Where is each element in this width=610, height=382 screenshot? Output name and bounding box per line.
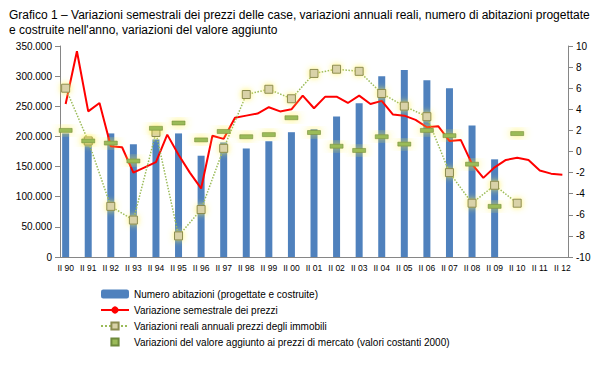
svg-text:e costruite nell'anno, variazi: e costruite nell'anno, variazioni del va…: [9, 23, 278, 37]
svg-text:-10: -10: [576, 252, 591, 263]
svg-text:II 91: II 91: [80, 263, 97, 273]
svg-text:4: 4: [576, 104, 582, 115]
svg-text:250.000: 250.000: [16, 101, 53, 112]
svg-text:II 01: II 01: [306, 263, 323, 273]
svg-text:II 02: II 02: [328, 263, 345, 273]
svg-text:Variazioni reali annuali prezz: Variazioni reali annuali prezzi degli im…: [134, 321, 327, 332]
svg-text:II 97: II 97: [215, 263, 232, 273]
svg-text:II 04: II 04: [373, 263, 390, 273]
svg-text:II 11: II 11: [532, 263, 548, 273]
svg-text:10: 10: [576, 41, 588, 52]
svg-text:II 07: II 07: [441, 263, 458, 273]
svg-text:Numero abitazioni (progettate: Numero abitazioni (progettate e costruit…: [134, 289, 318, 300]
svg-text:II 10: II 10: [509, 263, 526, 273]
svg-text:Grafico 1 – Variazioni semestr: Grafico 1 – Variazioni semestrali dei pr…: [9, 8, 593, 22]
svg-text:II 93: II 93: [125, 263, 142, 273]
svg-text:2: 2: [576, 125, 582, 136]
svg-text:II 96: II 96: [193, 263, 210, 273]
svg-text:350.000: 350.000: [16, 41, 53, 52]
svg-text:II 94: II 94: [148, 263, 165, 273]
svg-text:II 90: II 90: [57, 263, 74, 273]
svg-text:-2: -2: [576, 167, 585, 178]
svg-text:II 95: II 95: [170, 263, 187, 273]
svg-text:100.000: 100.000: [16, 191, 53, 202]
svg-text:II 08: II 08: [464, 263, 481, 273]
svg-text:-6: -6: [576, 209, 585, 220]
svg-text:8: 8: [576, 62, 582, 73]
svg-text:II 00: II 00: [283, 263, 300, 273]
svg-text:-4: -4: [576, 188, 585, 199]
svg-text:II 12: II 12: [554, 263, 571, 273]
svg-text:II 03: II 03: [351, 263, 368, 273]
svg-text:300.000: 300.000: [16, 71, 53, 82]
svg-text:Variazioni del valore aggiunto: Variazioni del valore aggiunto ai prezzi…: [134, 337, 450, 348]
svg-text:Variazione semestrale dei prez: Variazione semestrale dei prezzi: [134, 305, 278, 316]
svg-text:0: 0: [576, 146, 582, 157]
svg-text:II 05: II 05: [396, 263, 413, 273]
svg-text:150.000: 150.000: [16, 161, 53, 172]
svg-text:II 99: II 99: [261, 263, 278, 273]
svg-text:II 06: II 06: [419, 263, 436, 273]
svg-text:II 98: II 98: [238, 263, 255, 273]
svg-text:II 09: II 09: [486, 263, 503, 273]
svg-text:0: 0: [46, 252, 52, 263]
svg-text:50.000: 50.000: [21, 221, 52, 232]
svg-text:200.000: 200.000: [16, 131, 53, 142]
svg-text:II 92: II 92: [103, 263, 120, 273]
svg-text:-8: -8: [576, 230, 585, 241]
svg-text:6: 6: [576, 83, 582, 94]
